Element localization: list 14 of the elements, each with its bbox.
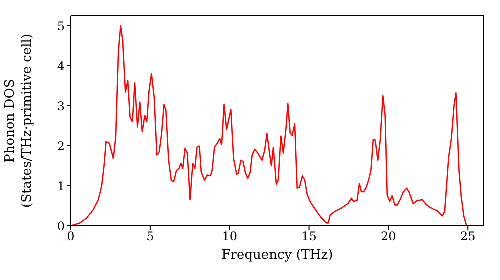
y-tick-label: 4	[57, 59, 66, 74]
y-axis-title: Phonon DOS (States/THz·primitive cell)	[3, 34, 35, 208]
x-tick-label: 25	[460, 230, 476, 244]
x-tick-label: 15	[302, 230, 317, 244]
x-tick-label: 5	[146, 230, 154, 244]
x-tick-label: 10	[222, 230, 238, 244]
y-tick-label: 1	[57, 179, 65, 194]
y-tick-label: 3	[57, 99, 65, 114]
y-tick-label: 5	[57, 19, 65, 34]
x-tick-label: 20	[381, 230, 396, 244]
y-tick-label: 0	[57, 219, 65, 234]
y-tick-label: 2	[57, 139, 65, 154]
x-tick-label: 0	[67, 230, 75, 244]
x-axis-title: Frequency (THz)	[222, 248, 334, 264]
